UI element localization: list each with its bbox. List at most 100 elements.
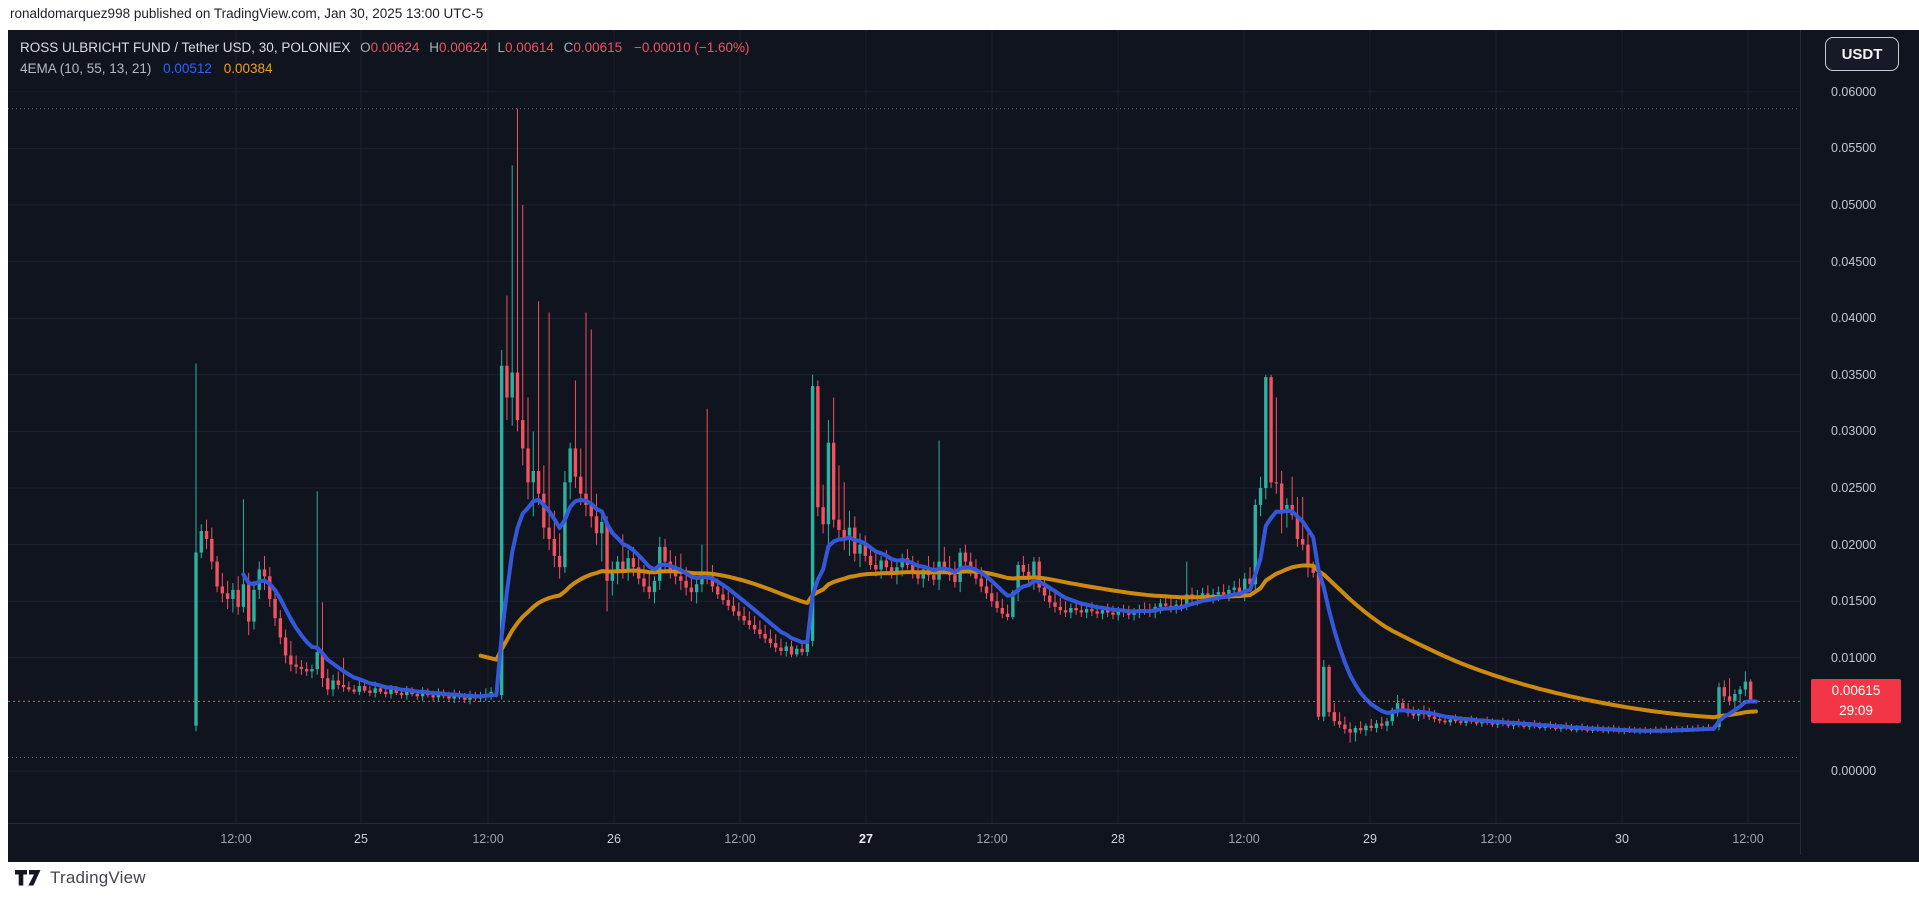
candle-body [1243, 578, 1247, 594]
time-axis-label: 29 [1363, 832, 1377, 846]
candle-body [979, 578, 983, 587]
price-chart[interactable] [8, 30, 1800, 823]
candle-body [1738, 689, 1742, 695]
tradingview-brand-text[interactable]: TradingView [50, 868, 146, 887]
candle-body [1026, 571, 1031, 580]
close-value: 0.00615 [573, 40, 623, 55]
candle-body [1253, 504, 1257, 585]
candle-body [299, 666, 304, 670]
candle-body [837, 519, 841, 530]
candle-body [589, 504, 593, 517]
price-axis-label: 0.02500 [1831, 481, 1877, 495]
candle-body [1206, 593, 1210, 597]
candle-body [1337, 721, 1342, 725]
candle-body [1100, 610, 1105, 614]
candle-body [1295, 515, 1300, 539]
indicator-value-ema10: 0.00512 [163, 61, 212, 76]
time-axis-label: 25 [354, 832, 368, 846]
candle-body [716, 586, 720, 595]
candle-body [673, 571, 678, 577]
candle-body [1322, 666, 1326, 717]
candle-body [1048, 595, 1052, 603]
candle-body [510, 372, 514, 398]
high-label: H [429, 40, 439, 55]
candle-body [1095, 611, 1099, 614]
candle-body [352, 689, 356, 692]
candle-body [1390, 709, 1394, 722]
candle-body [1348, 729, 1352, 733]
candle-body [721, 594, 725, 601]
time-axis-label: 30 [1615, 832, 1629, 846]
candle-body [273, 598, 277, 619]
candle-body [1490, 722, 1495, 725]
candle-body [331, 680, 335, 690]
indicator-label: 4EMA (10, 55, 13, 21) [20, 61, 152, 76]
bar-countdown: 29:09 [1839, 703, 1873, 719]
time-axis-label: 28 [1111, 832, 1125, 846]
candle-body [252, 589, 256, 622]
price-axis-label: 0.01000 [1831, 650, 1877, 665]
time-axis[interactable]: 12:00 25 12:00 26 12:00 27 12:00 28 12:00 29 12:00… [8, 823, 1800, 856]
candle-body [220, 586, 225, 594]
candle-body [1063, 610, 1068, 613]
candle-body [1411, 713, 1416, 716]
candle-body [378, 688, 383, 692]
candle-body [204, 531, 209, 539]
candle-body [789, 646, 794, 655]
candle-body [1037, 561, 1041, 588]
candle-body [1058, 606, 1062, 611]
candle-body [547, 527, 551, 539]
currency-toggle-button[interactable]: USDT [1825, 37, 1899, 71]
candle-body [1163, 603, 1168, 606]
candle-body [768, 638, 773, 644]
candle-body [1090, 609, 1094, 612]
candle-body [1200, 593, 1205, 596]
candle-body [621, 561, 625, 570]
candle-body [995, 601, 999, 608]
candle-body [810, 386, 815, 641]
price-axis-label: 0.04000 [1831, 311, 1877, 326]
candle-body [874, 564, 878, 570]
candle-body [531, 471, 535, 483]
candle-body [563, 482, 567, 568]
candle-body [304, 669, 309, 672]
symbol-row[interactable]: ROSS ULBRICHT FUND / Tether USD, 30, POL… [20, 37, 750, 58]
candle-body [889, 567, 894, 575]
candle-body [1427, 714, 1431, 717]
candle-body [278, 618, 283, 638]
candle-body [642, 578, 646, 587]
candle-body [800, 648, 804, 653]
price-axis[interactable]: USDT 0.00615 29:09 0.06000 0.05500 0.05000… [1800, 30, 1919, 855]
candle-body [652, 580, 657, 593]
candle-body [399, 692, 404, 696]
price-axis-label: 0.04500 [1831, 254, 1877, 269]
candle-body [1232, 587, 1236, 590]
candle-body [752, 624, 757, 630]
candle-body [1079, 610, 1084, 613]
candle-body [916, 572, 920, 579]
price-axis-label: 0.02000 [1831, 537, 1877, 552]
tradingview-logo-icon[interactable] [14, 868, 42, 888]
candle-body [1227, 589, 1231, 595]
candle-body [974, 570, 978, 579]
candle-body [1106, 610, 1110, 613]
candle-body [463, 697, 467, 700]
candle-body [362, 686, 367, 691]
candle-body [552, 538, 557, 556]
candle-body [199, 531, 203, 553]
candle-body [194, 552, 198, 726]
time-axis-label: 12:00 [1228, 832, 1260, 846]
candle-body [984, 586, 989, 594]
candle-body [1311, 564, 1315, 573]
candle-body [1416, 712, 1421, 716]
candle-body [1448, 719, 1452, 723]
candle-body [1216, 592, 1221, 595]
candle-body [1000, 607, 1005, 614]
candle-body [389, 689, 393, 695]
candle-body [1506, 724, 1510, 726]
candle-body [447, 696, 451, 699]
candle-body [1264, 377, 1268, 488]
indicator-row[interactable]: 4EMA (10, 55, 13, 21) 0.00512 0.00384 [20, 58, 750, 79]
candle-body [842, 529, 846, 539]
last-price-value: 0.00615 [1831, 683, 1881, 699]
